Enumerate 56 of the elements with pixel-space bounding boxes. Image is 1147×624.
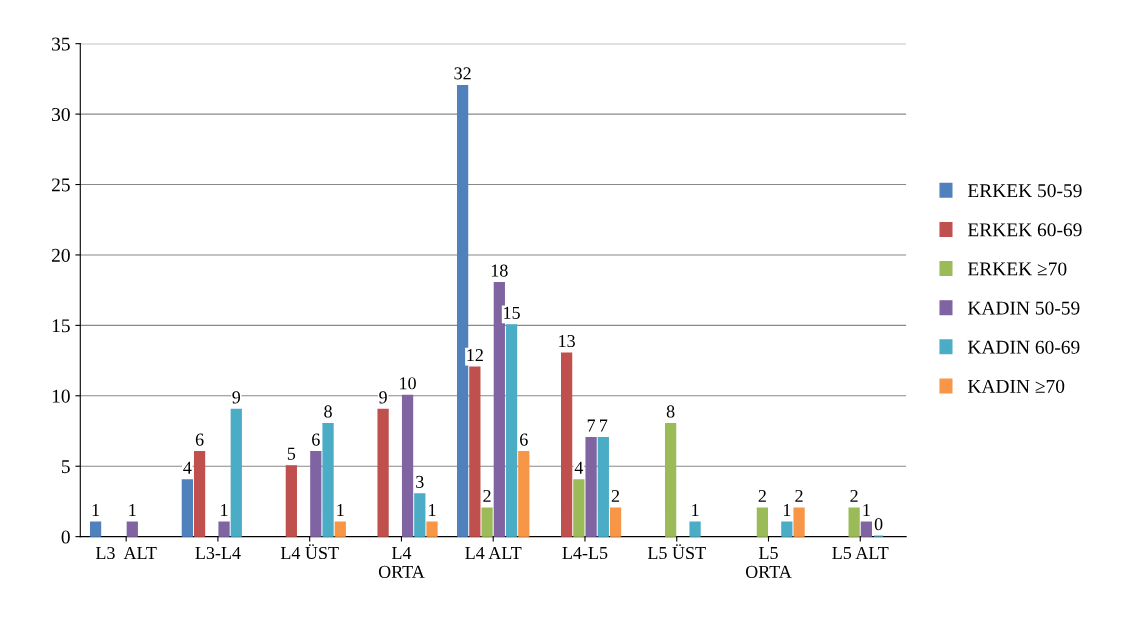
x-tick-label: L4 ÜST [280,544,339,560]
data-label: 6 [520,433,528,446]
legend-label: ERKEK ≥70 [967,262,1067,276]
data-label: 9 [232,391,241,404]
data-label: 0 [874,518,883,531]
data-label: 8 [666,405,675,418]
data-label: 9 [379,391,387,404]
data-label: 7 [587,419,596,432]
data-label: 6 [312,433,320,446]
data-label: 1 [129,504,136,516]
x-tick-label: L4 ALT [465,546,522,559]
data-label: 2 [795,489,803,502]
data-label: 4 [183,461,192,474]
y-tick-label: 25 [51,178,70,192]
legend-label: ERKEK 50-59 [967,184,1082,198]
data-label: 15 [504,306,520,319]
data-label: 1 [783,504,791,516]
x-tick-label: L5 ÜST [647,544,706,560]
y-tick-label: 0 [61,530,70,544]
y-tick-label: 20 [51,248,70,262]
data-label: 18 [491,264,508,277]
y-tick-label: 15 [52,319,70,333]
data-label: 4 [574,461,584,474]
data-label: 2 [483,489,491,502]
data-label: 32 [454,67,471,80]
data-label: 1 [92,504,100,516]
legend-label: KADIN 60-69 [967,340,1080,354]
data-label: 1 [221,504,228,516]
data-label: 3 [416,475,424,488]
data-label: 7 [600,419,608,432]
x-tick-label: L5 ORTA [745,547,792,578]
legend-label: KADIN 50-59 [967,301,1080,315]
data-label: 1 [429,504,436,516]
x-tick-label: L5 ALT [832,546,889,560]
data-label: 8 [324,405,332,418]
data-label: 1 [692,504,699,516]
y-tick-label: 35 [52,37,70,51]
data-label: 13 [559,334,575,348]
x-tick-label: L3 ALT [95,546,157,560]
y-tick-label: 30 [52,107,70,122]
data-label: 12 [467,349,483,361]
data-label: 1 [337,504,344,516]
data-label: 10 [400,377,416,390]
y-tick-label: 5 [61,460,70,474]
x-tick-label: L3-L4 [195,546,241,560]
x-tick-label: L4 ORTA [378,547,425,578]
legend-label: ERKEK 60-69 [967,223,1082,237]
data-label: 5 [287,447,296,460]
data-label: 1 [863,504,870,516]
y-tick-label: 10 [52,389,70,403]
x-tick-label: L4-L5 [562,547,608,560]
data-label: 2 [850,489,858,502]
data-label: 2 [758,489,766,502]
data-label: 6 [195,433,204,446]
data-label: 2 [611,489,620,502]
legend-label: KADIN ≥70 [967,379,1065,393]
